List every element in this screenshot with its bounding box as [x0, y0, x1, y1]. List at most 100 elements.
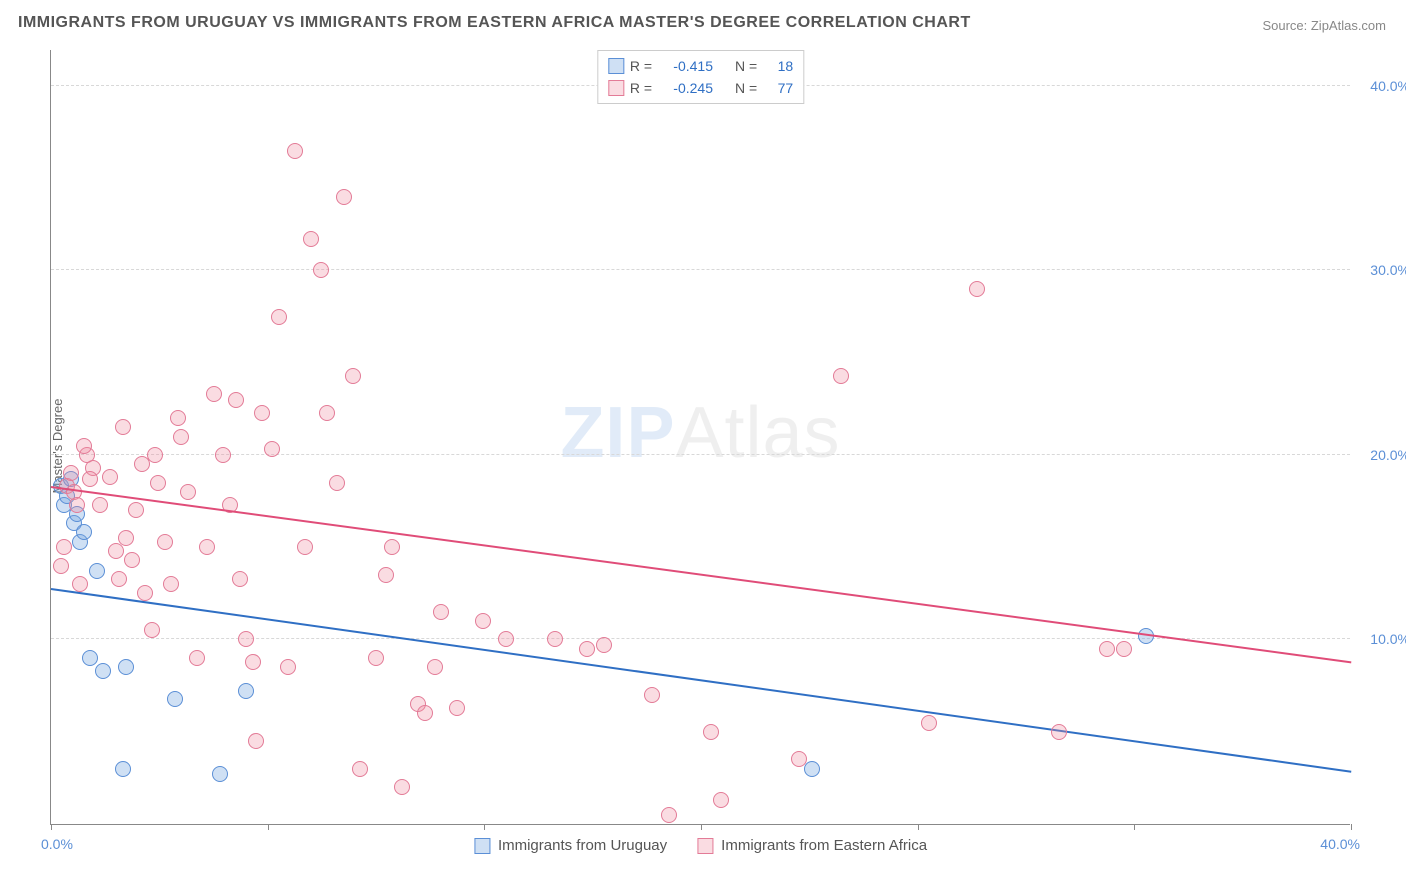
data-point-eastern-africa — [1099, 641, 1115, 657]
series-name: Immigrants from Eastern Africa — [721, 837, 927, 854]
n-value: 18 — [763, 55, 793, 77]
x-tick — [268, 824, 269, 830]
legend-swatch — [697, 838, 713, 854]
data-point-eastern-africa — [378, 567, 394, 583]
data-point-eastern-africa — [475, 613, 491, 629]
source-link[interactable]: ZipAtlas.com — [1311, 18, 1386, 33]
r-value: -0.245 — [658, 77, 713, 99]
y-tick-label: 40.0% — [1355, 78, 1406, 94]
correlation-legend: R =-0.415N =18R =-0.245N =77 — [597, 50, 804, 104]
x-tick — [1351, 824, 1352, 830]
data-point-uruguay — [82, 650, 98, 666]
data-point-uruguay — [804, 761, 820, 777]
x-tick — [1134, 824, 1135, 830]
data-point-uruguay — [212, 766, 228, 782]
data-point-eastern-africa — [254, 405, 270, 421]
data-point-eastern-africa — [111, 571, 127, 587]
data-point-eastern-africa — [228, 392, 244, 408]
data-point-eastern-africa — [124, 552, 140, 568]
data-point-eastern-africa — [199, 539, 215, 555]
series-legend-item-eastern-africa: Immigrants from Eastern Africa — [697, 837, 927, 854]
series-legend-item-uruguay: Immigrants from Uruguay — [474, 837, 667, 854]
data-point-eastern-africa — [969, 281, 985, 297]
data-point-eastern-africa — [82, 471, 98, 487]
data-point-eastern-africa — [157, 534, 173, 550]
data-point-uruguay — [76, 524, 92, 540]
data-point-eastern-africa — [56, 539, 72, 555]
data-point-eastern-africa — [245, 654, 261, 670]
chart-title: IMMIGRANTS FROM URUGUAY VS IMMIGRANTS FR… — [18, 14, 971, 32]
data-point-eastern-africa — [163, 576, 179, 592]
data-point-eastern-africa — [596, 637, 612, 653]
data-point-eastern-africa — [248, 733, 264, 749]
data-point-eastern-africa — [498, 631, 514, 647]
data-point-eastern-africa — [92, 497, 108, 513]
data-point-eastern-africa — [297, 539, 313, 555]
r-label: R = — [630, 77, 652, 99]
data-point-eastern-africa — [206, 386, 222, 402]
data-point-eastern-africa — [215, 447, 231, 463]
data-point-eastern-africa — [921, 715, 937, 731]
r-label: R = — [630, 55, 652, 77]
data-point-eastern-africa — [180, 484, 196, 500]
data-point-eastern-africa — [661, 807, 677, 823]
data-point-uruguay — [95, 663, 111, 679]
x-tick — [51, 824, 52, 830]
data-point-eastern-africa — [150, 475, 166, 491]
source-attribution: Source: ZipAtlas.com — [1262, 18, 1386, 33]
data-point-eastern-africa — [427, 659, 443, 675]
series-legend: Immigrants from Uruguay Immigrants from E… — [474, 837, 927, 854]
data-point-eastern-africa — [833, 368, 849, 384]
n-value: 77 — [763, 77, 793, 99]
x-tick — [701, 824, 702, 830]
n-label: N = — [735, 55, 757, 77]
data-point-eastern-africa — [128, 502, 144, 518]
legend-swatch — [474, 838, 490, 854]
data-point-eastern-africa — [118, 530, 134, 546]
data-point-eastern-africa — [173, 429, 189, 445]
trendline-uruguay — [51, 588, 1351, 773]
data-point-eastern-africa — [115, 419, 131, 435]
data-point-eastern-africa — [72, 576, 88, 592]
data-point-eastern-africa — [189, 650, 205, 666]
data-point-eastern-africa — [1051, 724, 1067, 740]
data-point-uruguay — [118, 659, 134, 675]
data-point-eastern-africa — [238, 631, 254, 647]
data-point-eastern-africa — [303, 231, 319, 247]
data-point-eastern-africa — [232, 571, 248, 587]
data-point-eastern-africa — [713, 792, 729, 808]
gridline — [51, 454, 1350, 455]
data-point-eastern-africa — [394, 779, 410, 795]
data-point-eastern-africa — [352, 761, 368, 777]
data-point-eastern-africa — [76, 438, 92, 454]
r-value: -0.415 — [658, 55, 713, 77]
watermark-bold: ZIP — [560, 393, 675, 473]
data-point-uruguay — [89, 563, 105, 579]
x-tick — [918, 824, 919, 830]
data-point-eastern-africa — [1116, 641, 1132, 657]
data-point-eastern-africa — [345, 368, 361, 384]
data-point-eastern-africa — [102, 469, 118, 485]
data-point-eastern-africa — [449, 700, 465, 716]
data-point-eastern-africa — [137, 585, 153, 601]
data-point-eastern-africa — [63, 465, 79, 481]
data-point-eastern-africa — [287, 143, 303, 159]
data-point-eastern-africa — [53, 558, 69, 574]
data-point-uruguay — [238, 683, 254, 699]
series-name: Immigrants from Uruguay — [498, 837, 667, 854]
legend-swatch — [608, 80, 624, 96]
data-point-eastern-africa — [147, 447, 163, 463]
data-point-eastern-africa — [433, 604, 449, 620]
y-tick-label: 20.0% — [1355, 447, 1406, 463]
data-point-eastern-africa — [368, 650, 384, 666]
x-axis-min-label: 0.0% — [41, 836, 73, 852]
scatter-plot-area: ZIPAtlas R =-0.415N =18R =-0.245N =77 0.… — [50, 50, 1350, 825]
x-axis-max-label: 40.0% — [1320, 836, 1360, 852]
y-tick-label: 30.0% — [1355, 262, 1406, 278]
legend-row-eastern-africa: R =-0.245N =77 — [608, 77, 793, 99]
data-point-uruguay — [115, 761, 131, 777]
source-label: Source: — [1262, 18, 1310, 33]
legend-swatch — [608, 58, 624, 74]
data-point-eastern-africa — [319, 405, 335, 421]
data-point-eastern-africa — [313, 262, 329, 278]
